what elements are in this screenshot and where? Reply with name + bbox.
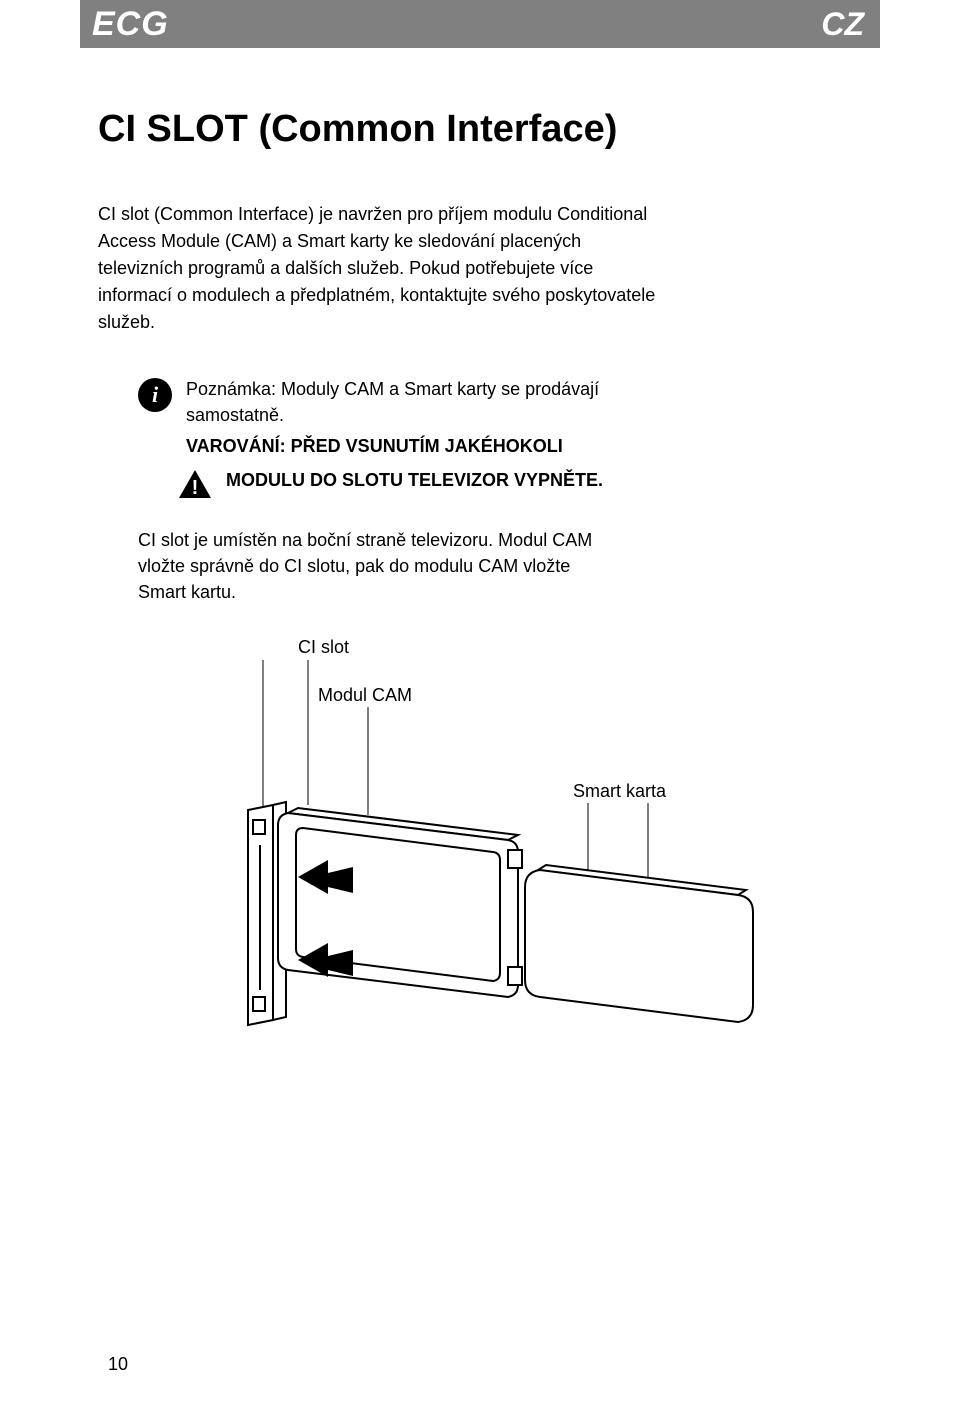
warning-line-2: MODULU DO SLOTU TELEVIZOR VYPNĚTE. xyxy=(226,467,603,493)
page-number: 10 xyxy=(108,1354,128,1375)
warning-row: ! MODULU DO SLOTU TELEVIZOR VYPNĚTE. xyxy=(178,467,862,499)
warning-icon: ! xyxy=(178,469,212,499)
ci-slot-diagram: CI slot Modul CAM Smart karta xyxy=(178,645,862,1070)
diagram-label-modul-cam: Modul CAM xyxy=(318,685,412,706)
diagram-label-ci-slot: CI slot xyxy=(298,637,349,658)
note-row: i Poznámka: Moduly CAM a Smart karty se … xyxy=(138,376,862,428)
page-title: CI SLOT (Common Interface) xyxy=(98,108,862,151)
header-bar: ECG CZ xyxy=(80,0,880,48)
diagram-label-smart-karta: Smart karta xyxy=(573,781,666,802)
warning-line-1: VAROVÁNÍ: PŘED VSUNUTÍM JAKÉHOKOLI xyxy=(186,436,862,457)
location-paragraph: CI slot je umístěn na boční straně telev… xyxy=(138,527,618,605)
svg-text:!: ! xyxy=(192,477,199,499)
intro-paragraph: CI slot (Common Interface) je navržen pr… xyxy=(98,201,658,336)
language-badge: CZ xyxy=(821,6,864,43)
brand-logo: ECG xyxy=(92,5,169,44)
note-text: Poznámka: Moduly CAM a Smart karty se pr… xyxy=(186,376,606,428)
info-icon: i xyxy=(138,378,172,412)
